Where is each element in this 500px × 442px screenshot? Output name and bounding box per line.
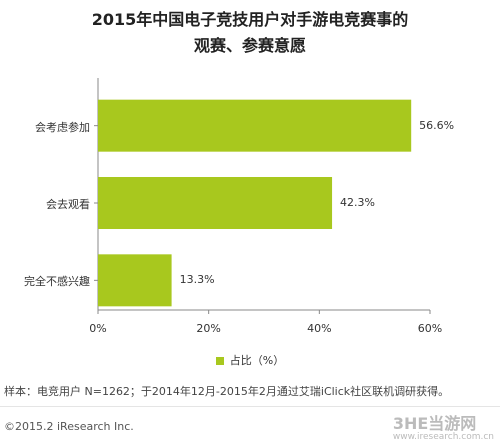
category-label-2: 完全不感兴趣 xyxy=(24,275,90,289)
x-tick-label-0: 0% xyxy=(89,322,107,335)
legend-label: 占比（%） xyxy=(229,354,285,367)
value-label-2: 13.3% xyxy=(179,273,215,287)
logo-main: 3HE当游网 xyxy=(392,414,477,433)
sample-note: 样本：电竞用户 N=1262；于2014年12月-2015年2月通过艾瑞iCli… xyxy=(4,385,450,398)
logo-sub: www.iresearch.com.cn xyxy=(392,432,494,442)
x-tick-label-1: 20% xyxy=(196,322,221,335)
x-tick-label-2: 40% xyxy=(307,322,332,335)
legend: 占比（%） xyxy=(0,352,500,368)
watermark-logo: 3HE当游网 www.iresearch.com.cn xyxy=(393,410,494,442)
bar-0 xyxy=(98,99,412,152)
chart-subtitle: 观赛、参赛意愿 xyxy=(193,36,306,55)
copyright: ©2015.2 iResearch Inc. xyxy=(4,420,134,433)
footer-divider xyxy=(0,406,500,407)
category-label-1: 会去观看 xyxy=(46,198,90,211)
value-label-0: 56.6% xyxy=(419,118,455,132)
bar-1 xyxy=(98,177,333,229)
value-label-1: 42.3% xyxy=(340,196,375,209)
category-label-0: 会考虑参加 xyxy=(35,120,90,134)
chart-title: 2015年中国电子竞技用户对手游电竞赛事的 xyxy=(91,10,409,29)
bar-2 xyxy=(98,254,172,307)
legend-swatch xyxy=(215,357,224,365)
x-tick-label-3: 60% xyxy=(417,322,443,335)
